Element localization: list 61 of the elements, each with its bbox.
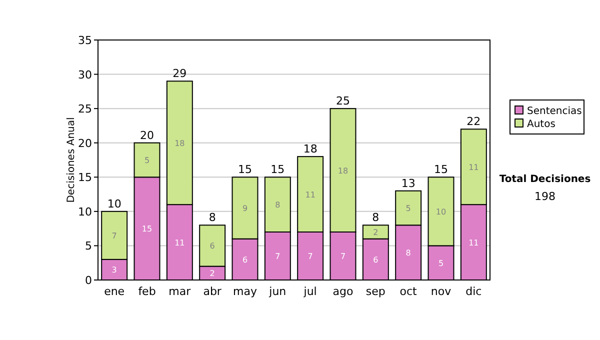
legend-label: Sentencias bbox=[527, 106, 582, 117]
data-label: 7 bbox=[340, 252, 346, 261]
y-tick-label: 15 bbox=[78, 171, 92, 184]
data-label: 7 bbox=[308, 252, 313, 261]
data-label: 11 bbox=[468, 162, 479, 172]
y-tick-label: 10 bbox=[78, 205, 92, 218]
x-tick-label: nov bbox=[430, 285, 452, 298]
x-tick-label: dic bbox=[466, 285, 482, 298]
total-label: 29 bbox=[172, 67, 187, 80]
data-label: 7 bbox=[112, 231, 117, 240]
data-label: 8 bbox=[275, 200, 280, 210]
y-tick-label: 35 bbox=[78, 34, 92, 47]
x-tick-label: may bbox=[233, 285, 258, 298]
x-tick-label: oct bbox=[400, 285, 418, 298]
x-tick-label: jul bbox=[302, 285, 317, 298]
data-label: 11 bbox=[174, 238, 185, 248]
total-label: 20 bbox=[140, 128, 154, 142]
x-tick-label: mar bbox=[168, 285, 192, 298]
x-tick-label: ene bbox=[104, 285, 125, 298]
data-label: 6 bbox=[210, 242, 215, 251]
total-label: 10 bbox=[107, 197, 122, 210]
data-label: 7 bbox=[275, 252, 280, 261]
y-tick-label: 30 bbox=[78, 68, 92, 82]
data-label: 3 bbox=[112, 266, 117, 275]
total-label: 18 bbox=[303, 142, 318, 156]
y-tick-label: 5 bbox=[85, 240, 92, 253]
legend-label: Autos bbox=[527, 119, 556, 130]
total-label: 8 bbox=[372, 211, 380, 224]
data-label: 2 bbox=[373, 228, 378, 237]
data-label: 11 bbox=[468, 238, 479, 248]
data-label: 18 bbox=[338, 166, 348, 176]
data-label: 5 bbox=[406, 204, 411, 213]
total-label: 8 bbox=[208, 211, 216, 224]
text: 198 bbox=[534, 190, 556, 203]
total-label: 22 bbox=[466, 115, 481, 128]
total-label: 13 bbox=[401, 176, 416, 190]
data-label: 11 bbox=[305, 190, 316, 200]
data-label: 8 bbox=[406, 248, 411, 258]
data-label: 15 bbox=[142, 224, 152, 234]
y-axis-title: Decisiones Anual bbox=[66, 117, 77, 203]
y-tick-label: 20 bbox=[78, 136, 92, 150]
data-label: 2 bbox=[210, 269, 215, 278]
text: Total Decisiones bbox=[499, 174, 591, 185]
x-tick-label: ago bbox=[332, 285, 354, 298]
x-tick-label: feb bbox=[138, 285, 156, 298]
data-label: 5 bbox=[144, 156, 150, 165]
total-label: 15 bbox=[270, 163, 285, 176]
total-label: 15 bbox=[238, 163, 252, 176]
data-label: 10 bbox=[436, 207, 446, 216]
data-label: 18 bbox=[174, 138, 185, 148]
x-tick-label: sep bbox=[366, 285, 386, 298]
total-label: 15 bbox=[434, 163, 448, 176]
data-label: 5 bbox=[438, 258, 444, 268]
data-label: 6 bbox=[242, 255, 248, 264]
y-tick-label: 25 bbox=[78, 102, 92, 116]
y-tick-label: 0 bbox=[85, 274, 92, 287]
data-label: 9 bbox=[242, 204, 248, 213]
x-tick-label: abr bbox=[203, 285, 222, 298]
data-label: 6 bbox=[373, 255, 378, 264]
x-tick-label: jun bbox=[268, 285, 286, 298]
total-label: 25 bbox=[336, 94, 350, 108]
